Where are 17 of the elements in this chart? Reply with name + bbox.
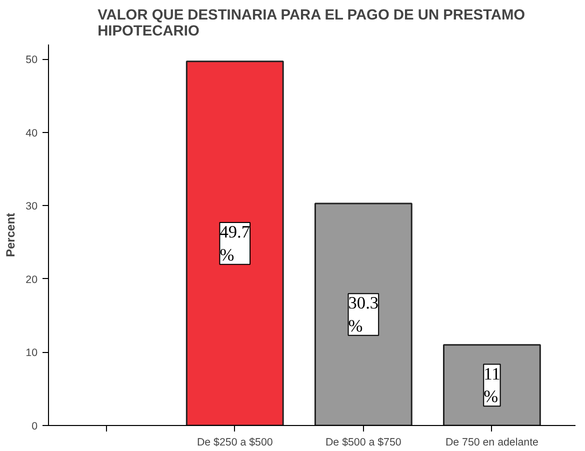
bar <box>443 344 541 426</box>
y-tick-label: 10 <box>26 347 38 360</box>
data-label: 11 % <box>484 364 500 406</box>
x-tick-label: De $500 a $750 <box>325 436 402 448</box>
y-tick-label: 50 <box>26 54 38 66</box>
y-tick-label: 0 <box>32 420 38 432</box>
bar <box>186 60 284 426</box>
y-tick-label: 40 <box>26 127 38 140</box>
data-label: 30.3 % <box>348 294 379 336</box>
x-tick-label: De 750 en adelante <box>445 436 539 448</box>
y-tick-label: 20 <box>26 274 38 286</box>
y-axis-title: Percent <box>4 212 18 258</box>
y-tick-label: 30 <box>26 200 38 213</box>
x-tick-label: De $250 a $500 <box>196 436 273 448</box>
data-label: 49.7 % <box>220 222 250 264</box>
chart-title: VALOR QUE DESTINARIA PARA EL PAGO DE UN PRESTAMO HIPOTECARIO <box>98 8 526 40</box>
bar <box>314 202 412 426</box>
